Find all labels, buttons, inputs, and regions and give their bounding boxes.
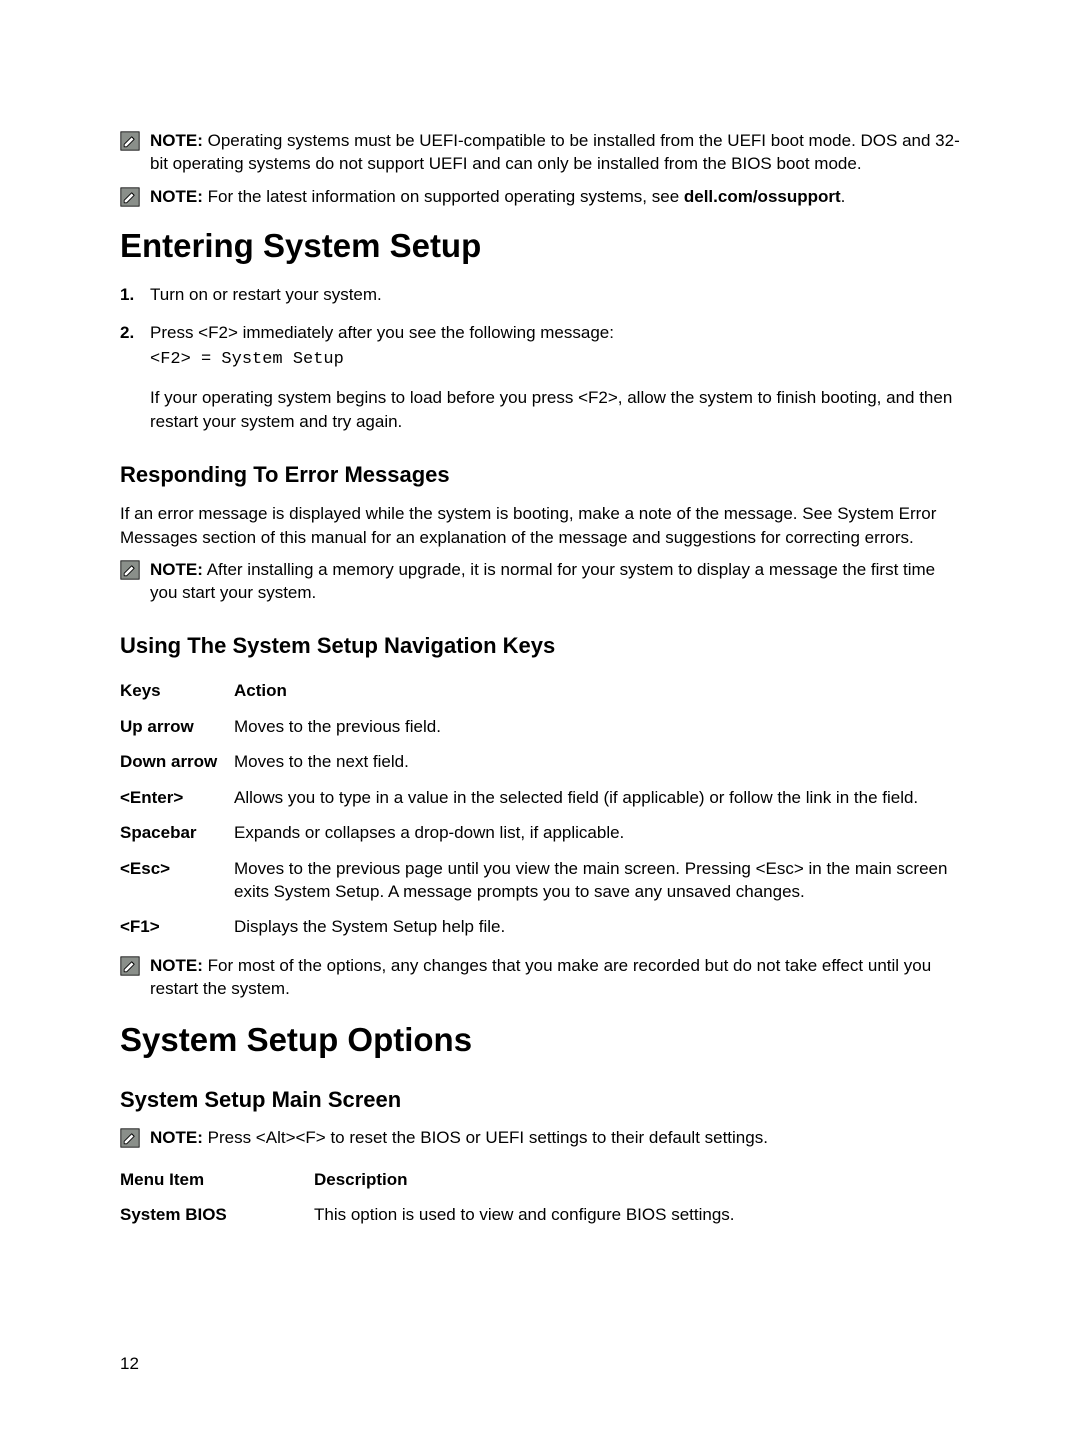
note-label: NOTE: [150,187,203,206]
note-block: NOTE: For the latest information on supp… [120,186,960,209]
steps-list: 1. Turn on or restart your system. 2. Pr… [120,283,960,372]
note-link: dell.com/ossupport [684,187,841,206]
heading-system-setup-options: System Setup Options [120,1021,960,1059]
note-block: NOTE: Press <Alt><F> to reset the BIOS o… [120,1127,960,1150]
action-cell: Expands or collapses a drop-down list, i… [234,815,960,850]
action-cell: Moves to the next field. [234,744,960,779]
pencil-icon [120,1128,140,1148]
heading-navigation-keys: Using The System Setup Navigation Keys [120,633,960,659]
step-followup-paragraph: If your operating system begins to load … [150,386,960,434]
table-row: Up arrow Moves to the previous field. [120,709,960,744]
column-header-description: Description [314,1162,960,1197]
note-block: NOTE: For most of the options, any chang… [120,955,960,1001]
action-cell: Displays the System Setup help file. [234,909,960,944]
key-cell: Spacebar [120,815,234,850]
key-cell: Up arrow [120,709,234,744]
note-text: NOTE: Operating systems must be UEFI-com… [150,130,960,176]
note-body: For most of the options, any changes tha… [150,956,931,998]
note-body-pre: For the latest information on supported … [208,187,684,206]
step-text: Press <F2> immediately after you see the… [150,323,614,342]
table-header-row: Keys Action [120,673,960,708]
column-header-action: Action [234,673,960,708]
navigation-keys-table: Keys Action Up arrow Moves to the previo… [120,673,960,945]
table-header-row: Menu Item Description [120,1162,960,1197]
note-label: NOTE: [150,956,203,975]
note-body: After installing a memory upgrade, it is… [150,560,935,602]
action-cell: Allows you to type in a value in the sel… [234,780,960,815]
note-label: NOTE: [150,1128,203,1147]
table-row: Spacebar Expands or collapses a drop-dow… [120,815,960,850]
note-text: NOTE: After installing a memory upgrade,… [150,559,960,605]
step-number: 2. [120,321,150,373]
note-block: NOTE: Operating systems must be UEFI-com… [120,130,960,176]
action-cell: Moves to the previous field. [234,709,960,744]
note-text: NOTE: For most of the options, any chang… [150,955,960,1001]
step-number: 1. [120,283,150,307]
column-header-menu-item: Menu Item [120,1162,314,1197]
document-page: NOTE: Operating systems must be UEFI-com… [0,0,1080,1434]
key-cell: <Esc> [120,851,234,910]
menu-item-cell: System BIOS [120,1197,314,1232]
step-body: Turn on or restart your system. [150,283,960,307]
note-text: NOTE: Press <Alt><F> to reset the BIOS o… [150,1127,768,1150]
page-number: 12 [120,1354,139,1374]
note-body-post: . [841,187,846,206]
pencil-icon [120,560,140,580]
heading-responding-to-error-messages: Responding To Error Messages [120,462,960,488]
step-mono: <F2> = System Setup [150,348,960,372]
key-cell: <F1> [120,909,234,944]
note-body: Operating systems must be UEFI-compatibl… [150,131,960,173]
heading-main-screen: System Setup Main Screen [120,1087,960,1113]
step-item: 2. Press <F2> immediately after you see … [120,321,960,373]
note-label: NOTE: [150,560,203,579]
error-messages-paragraph: If an error message is displayed while t… [120,502,960,550]
action-cell: Moves to the previous page until you vie… [234,851,960,910]
note-body: Press <Alt><F> to reset the BIOS or UEFI… [208,1128,768,1147]
key-cell: <Enter> [120,780,234,815]
step-item: 1. Turn on or restart your system. [120,283,960,307]
heading-entering-system-setup: Entering System Setup [120,227,960,265]
note-label: NOTE: [150,131,203,150]
step-body: Press <F2> immediately after you see the… [150,321,960,373]
table-row: Down arrow Moves to the next field. [120,744,960,779]
key-cell: Down arrow [120,744,234,779]
main-screen-table: Menu Item Description System BIOS This o… [120,1162,960,1233]
pencil-icon [120,956,140,976]
pencil-icon [120,131,140,151]
description-cell: This option is used to view and configur… [314,1197,960,1232]
pencil-icon [120,187,140,207]
column-header-keys: Keys [120,673,234,708]
note-text: NOTE: For the latest information on supp… [150,186,845,209]
table-row: <Enter> Allows you to type in a value in… [120,780,960,815]
table-row: System BIOS This option is used to view … [120,1197,960,1232]
table-row: <F1> Displays the System Setup help file… [120,909,960,944]
note-block: NOTE: After installing a memory upgrade,… [120,559,960,605]
table-row: <Esc> Moves to the previous page until y… [120,851,960,910]
